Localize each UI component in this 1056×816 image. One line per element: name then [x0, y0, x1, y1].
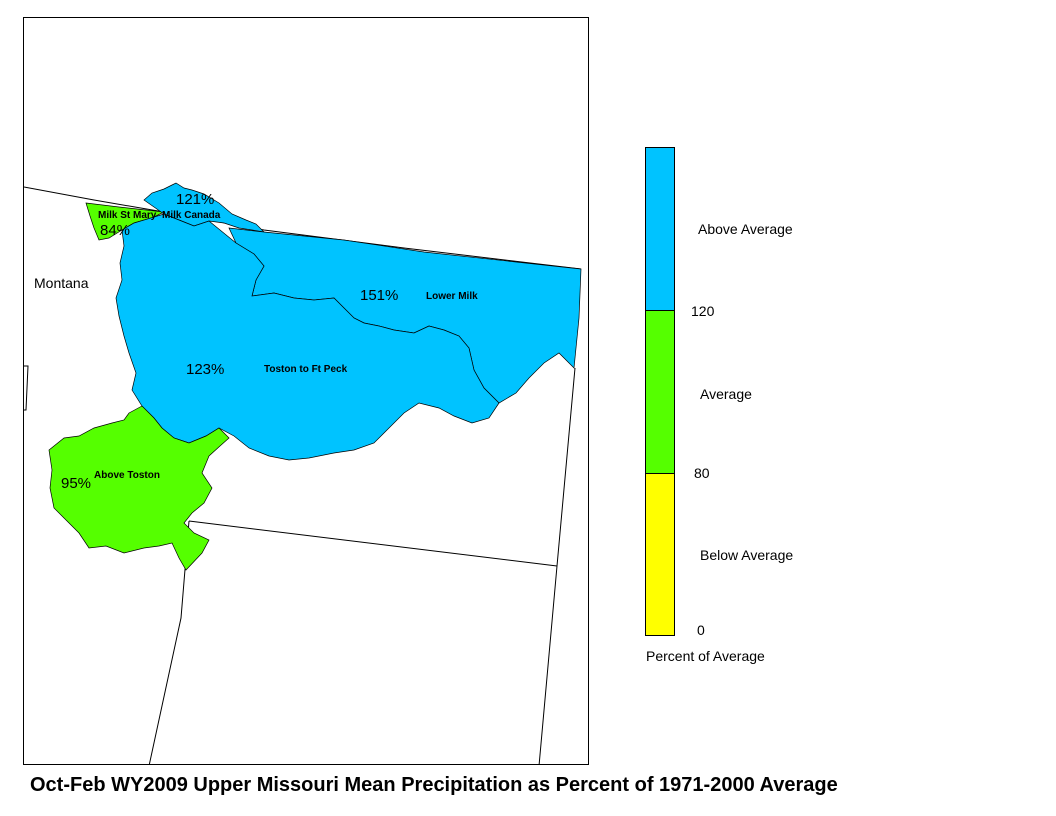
legend-title: Percent of Average	[646, 648, 765, 664]
map-caption: Oct-Feb WY2009 Upper Missouri Mean Preci…	[30, 774, 838, 796]
legend-break-0: 0	[697, 622, 705, 638]
montana-east-border-line	[538, 367, 576, 764]
legend-color-bar	[645, 147, 675, 636]
region-name-above-toston: Above Toston	[94, 470, 160, 481]
legend-label-below: Below Average	[700, 547, 794, 563]
map-frame: Montana 121% Milk St Mary Milk Canada 84…	[23, 17, 589, 765]
montana-west-border-line	[24, 365, 29, 411]
legend-break-120: 120	[691, 303, 715, 319]
region-pct-above-toston: 95%	[61, 475, 92, 492]
map-svg	[24, 182, 582, 764]
region-above-toston[interactable]	[48, 405, 230, 571]
legend-swatch-above	[646, 148, 674, 310]
region-pct-lower-milk: 151%	[360, 287, 399, 304]
legend-label-above: Above Average	[698, 221, 793, 237]
region-name-lower-milk: Lower Milk	[426, 291, 478, 302]
region-pct-milk-canada: 121%	[176, 191, 215, 208]
state-label-montana: Montana	[34, 275, 89, 291]
wyoming-north-border-line	[188, 520, 558, 567]
region-pct-milk-st-mary: 84%	[100, 222, 131, 239]
legend-label-average: Average	[700, 386, 752, 402]
region-name-milk-st-mary: Milk St Mary	[98, 210, 157, 221]
legend-swatch-below	[646, 473, 674, 635]
legend-swatch-average	[646, 310, 674, 473]
legend-break-80: 80	[694, 465, 710, 481]
region-name-toston-ft-peck: Toston to Ft Peck	[264, 364, 348, 375]
region-pct-toston-ft-peck: 123%	[186, 361, 225, 378]
region-name-milk-canada: Milk Canada	[162, 210, 221, 221]
region-toston-ft-peck[interactable]	[115, 213, 500, 461]
